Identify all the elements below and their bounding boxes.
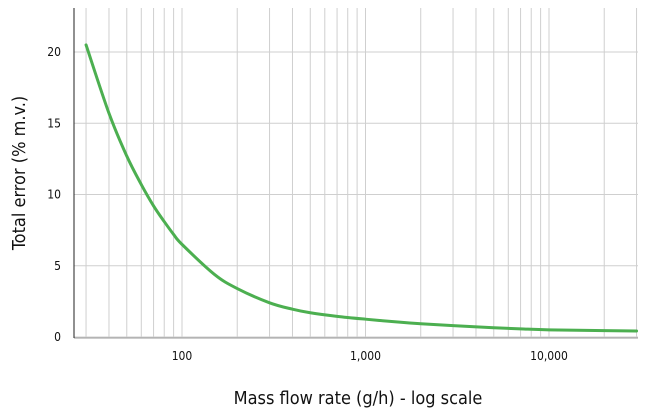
y-tick-label: 20: [47, 45, 61, 59]
x-axis-label: Mass flow rate (g/h) - log scale: [234, 388, 483, 409]
x-tick-label: 100: [172, 349, 193, 363]
x-tick-label: 10,000: [530, 349, 568, 363]
y-tick-label: 5: [54, 259, 61, 273]
y-tick-label: 10: [47, 188, 61, 202]
grid: [74, 8, 638, 339]
y-axis-label: Total error (% m.v.): [9, 96, 30, 251]
tick-labels: 0 5 10 15 20 100 1,000 10,000: [47, 45, 568, 363]
y-tick-label: 15: [47, 116, 61, 130]
y-tick-label: 0: [54, 330, 61, 344]
series-line: [84, 43, 639, 333]
x-tick-label: 1,000: [350, 349, 381, 363]
